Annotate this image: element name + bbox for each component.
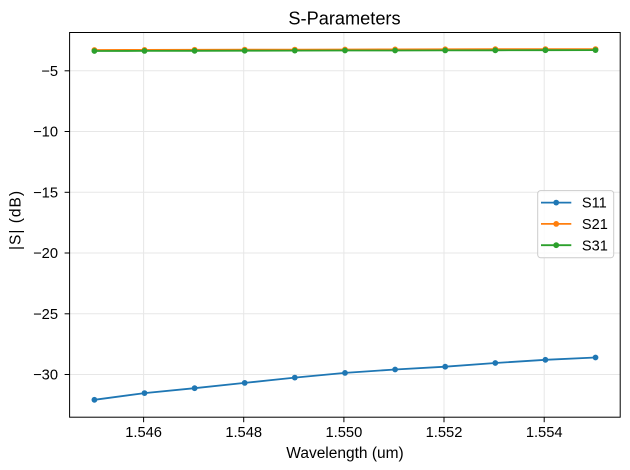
svg-text:S31: S31 (582, 238, 608, 254)
svg-text:−5: −5 (41, 64, 58, 80)
svg-text:1.546: 1.546 (125, 425, 162, 441)
svg-text:1.548: 1.548 (225, 425, 262, 441)
svg-text:1.552: 1.552 (426, 425, 463, 441)
svg-text:Wavelength (um): Wavelength (um) (286, 445, 403, 462)
svg-text:|S| (dB): |S| (dB) (7, 190, 24, 250)
svg-text:−25: −25 (33, 307, 58, 323)
svg-text:S11: S11 (582, 196, 607, 212)
svg-text:S-Parameters: S-Parameters (288, 8, 400, 28)
svg-text:1.554: 1.554 (526, 425, 563, 441)
svg-text:−30: −30 (33, 368, 58, 384)
svg-text:−15: −15 (33, 186, 58, 202)
svg-text:1.550: 1.550 (326, 425, 363, 441)
svg-text:S21: S21 (582, 217, 608, 233)
svg-text:−10: −10 (33, 125, 58, 141)
svg-text:−20: −20 (33, 246, 58, 262)
